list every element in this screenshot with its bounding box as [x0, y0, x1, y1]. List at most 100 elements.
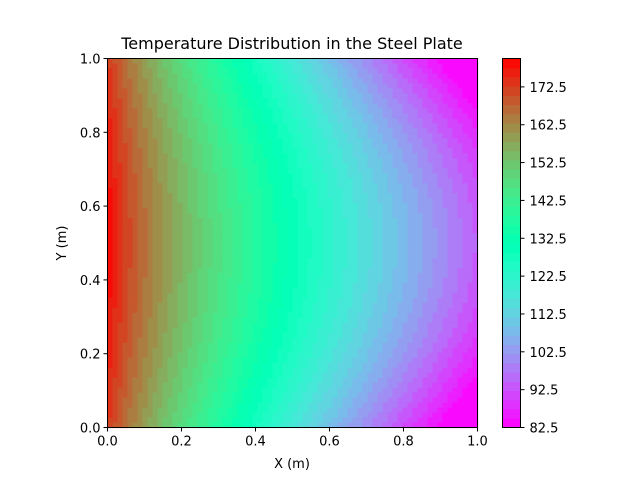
contour-cell [287, 322, 294, 329]
contour-cell [357, 412, 364, 419]
contour-cell [257, 267, 264, 274]
contour-cell [202, 218, 209, 224]
contour-cell [362, 282, 369, 289]
contour-cell [237, 252, 244, 259]
contour-cell [287, 203, 294, 209]
contour-cell [112, 73, 119, 80]
contour-cell [332, 238, 339, 244]
contour-cell [327, 412, 334, 419]
contour-cell [267, 412, 274, 419]
contour-cell [167, 247, 174, 254]
contour-cell [212, 78, 219, 85]
contour-cell [297, 83, 304, 90]
contour-cell [277, 362, 284, 369]
contour-cell [157, 387, 164, 394]
contour-cell [207, 267, 214, 274]
contour-cell [357, 382, 364, 389]
contour-cell [147, 183, 154, 189]
contour-cell [122, 287, 129, 294]
contour-cell [322, 377, 329, 384]
contour-cell [372, 332, 379, 339]
contour-cell [112, 173, 119, 179]
contour-cell [397, 257, 404, 264]
contour-cell [137, 63, 144, 70]
contour-cell [432, 218, 439, 224]
contour-cell [397, 88, 404, 95]
contour-cell [182, 342, 189, 349]
contour-cell [337, 98, 344, 104]
contour-cell [267, 68, 274, 75]
contour-cell [377, 68, 384, 75]
contour-cell [202, 302, 209, 309]
contour-cell [127, 153, 134, 159]
contour-cell [272, 58, 279, 65]
contour-cell [252, 342, 259, 349]
contour-cell [167, 243, 174, 249]
contour-cell [412, 302, 419, 309]
contour-cell [327, 153, 334, 159]
contour-cell [352, 272, 359, 279]
contour-cell [117, 68, 124, 75]
contour-cell [277, 372, 284, 379]
contour-cell [377, 382, 384, 389]
contour-cell [377, 63, 384, 70]
contour-cell [272, 397, 279, 404]
contour-cell [402, 402, 409, 409]
contour-cell [142, 257, 149, 264]
contour-cell [307, 327, 314, 334]
contour-cell [182, 412, 189, 419]
contour-cell [412, 297, 419, 304]
contour-cell [327, 307, 334, 314]
contour-cell [372, 238, 379, 244]
contour-cell [372, 98, 379, 104]
contour-cell [372, 163, 379, 169]
contour-cell [307, 402, 314, 409]
contour-cell [162, 422, 169, 429]
contour-cell [137, 83, 144, 90]
contour-cell [182, 68, 189, 75]
contour-cell [107, 133, 114, 139]
contour-cell [232, 322, 239, 329]
contour-cell [107, 238, 114, 244]
contour-cell [282, 352, 289, 359]
contour-cell [307, 317, 314, 324]
contour-cell [147, 63, 154, 70]
contour-cell [352, 243, 359, 249]
contour-cell [247, 103, 254, 109]
contour-cell [357, 128, 364, 134]
contour-cell [282, 272, 289, 279]
contour-cell [362, 78, 369, 85]
contour-cell [217, 352, 224, 359]
contour-cell [197, 387, 204, 394]
contour-cell [182, 178, 189, 184]
contour-cell [292, 417, 299, 424]
contour-cell [207, 88, 214, 95]
contour-cell [322, 203, 329, 209]
contour-cell [162, 98, 169, 104]
contour-cell [267, 287, 274, 294]
contour-cell [122, 228, 129, 234]
contour-cell [397, 417, 404, 424]
contour-cell [382, 158, 389, 164]
contour-cell [432, 332, 439, 339]
contour-cell [297, 183, 304, 189]
contour-cell [422, 337, 429, 344]
contour-cell [222, 312, 229, 319]
contour-cell [162, 138, 169, 144]
contour-cell [382, 247, 389, 254]
contour-cell [127, 63, 134, 70]
contour-cell [152, 247, 159, 254]
contour-cell [117, 138, 124, 144]
contour-cell [252, 228, 259, 234]
contour-cell [137, 262, 144, 269]
contour-cell [107, 402, 114, 409]
contour-cell [377, 262, 384, 269]
contour-cell [342, 213, 349, 219]
contour-cell [242, 188, 249, 194]
contour-cell [392, 118, 399, 124]
contour-cell [147, 228, 154, 234]
contour-cell [187, 267, 194, 274]
contour-cell [107, 163, 114, 169]
contour-cell [292, 233, 299, 239]
contour-cell [292, 88, 299, 95]
